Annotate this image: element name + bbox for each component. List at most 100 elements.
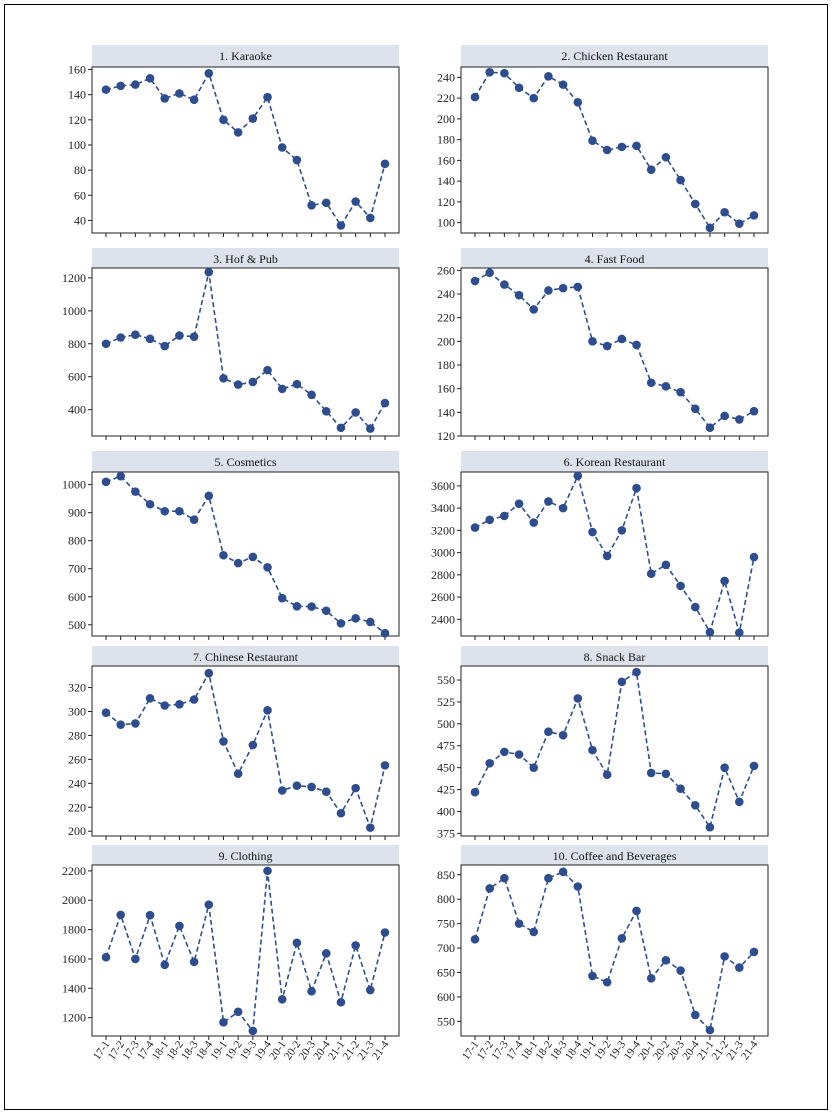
data-point xyxy=(263,365,272,375)
data-point xyxy=(646,378,656,388)
data-point xyxy=(470,523,480,532)
data-point xyxy=(101,708,111,717)
data-point xyxy=(558,283,568,293)
series-line xyxy=(105,870,386,1034)
data-point xyxy=(500,511,509,521)
data-point xyxy=(720,763,729,772)
data-point xyxy=(204,900,214,909)
data-point xyxy=(292,155,302,165)
data-point xyxy=(690,801,700,810)
data-point xyxy=(485,67,494,77)
y-tick-label: 240 xyxy=(68,776,86,790)
data-point xyxy=(351,197,360,206)
y-tick-label: 100 xyxy=(68,138,86,152)
data-point xyxy=(661,152,671,162)
data-point xyxy=(101,477,111,487)
y-tick-label: 1400 xyxy=(62,981,86,995)
data-point xyxy=(602,341,612,351)
panel-10: 10. Coffee and Beverages 550 600 650 700 750 8… xyxy=(437,845,769,1062)
panel-title: 7. Chinese Restaurant xyxy=(193,650,299,664)
y-tick-label: 140 xyxy=(437,174,455,188)
y-tick-label: 475 xyxy=(437,739,455,753)
data-point xyxy=(336,423,346,433)
data-point xyxy=(219,115,228,125)
y-tick-label: 240 xyxy=(437,70,455,84)
plot-area xyxy=(91,665,400,837)
y-tick-label: 600 xyxy=(68,370,86,384)
plot-area xyxy=(91,864,400,1037)
data-point xyxy=(189,95,199,104)
y-tick-label: 400 xyxy=(437,804,455,818)
data-point xyxy=(588,337,597,346)
series-line xyxy=(105,475,386,634)
y-tick-label: 550 xyxy=(437,673,455,687)
y-tick-label: 240 xyxy=(437,287,455,301)
panel-5: 5. Cosmetics 500 600 700 800 900 1000 xyxy=(62,451,400,640)
data-point xyxy=(277,143,287,152)
data-point xyxy=(175,331,184,340)
data-point xyxy=(558,730,568,740)
data-point xyxy=(351,614,360,623)
data-point xyxy=(735,963,744,972)
y-tick-label: 40 xyxy=(74,213,86,227)
panel-title: 10. Coffee and Beverages xyxy=(553,849,677,863)
panel-title: 8. Snack Bar xyxy=(584,650,646,664)
y-tick-label: 160 xyxy=(437,382,455,396)
data-point xyxy=(160,701,170,710)
data-point xyxy=(602,145,612,155)
y-tick-label: 750 xyxy=(437,917,455,931)
x-tick-label: 21-4 xyxy=(739,1038,761,1062)
y-tick-label: 180 xyxy=(437,358,455,372)
y-tick-label: 200 xyxy=(437,334,455,348)
y-tick-label: 400 xyxy=(68,403,86,417)
data-point xyxy=(336,619,346,628)
data-point xyxy=(588,527,597,537)
data-point xyxy=(500,873,509,883)
data-point xyxy=(189,332,199,341)
figure-frame xyxy=(4,4,828,1110)
y-tick-label: 80 xyxy=(74,163,86,177)
y-tick-label: 260 xyxy=(437,263,455,277)
data-point xyxy=(749,406,759,416)
data-point xyxy=(617,526,627,535)
data-point xyxy=(263,705,272,715)
data-point xyxy=(500,747,509,757)
data-point xyxy=(351,783,360,793)
panel-title-strip xyxy=(92,45,399,67)
data-point xyxy=(646,768,656,778)
data-point xyxy=(705,627,715,637)
data-point xyxy=(500,280,509,289)
data-point xyxy=(676,175,685,185)
data-point xyxy=(277,786,287,795)
data-point xyxy=(529,927,539,937)
data-point xyxy=(617,142,627,152)
series-line xyxy=(474,870,755,1032)
data-point xyxy=(248,114,258,123)
y-tick-label: 650 xyxy=(437,965,455,979)
data-point xyxy=(632,483,641,493)
data-point xyxy=(160,506,170,516)
series-line xyxy=(474,670,755,830)
data-point xyxy=(116,910,125,920)
data-point xyxy=(321,606,331,616)
data-point xyxy=(676,966,685,975)
panel-1: 1. Karaoke 40 60 80 100 120 140 160 xyxy=(68,45,400,237)
data-point xyxy=(485,758,494,768)
data-point xyxy=(705,822,715,832)
y-tick-label: 220 xyxy=(68,800,86,814)
data-point xyxy=(160,341,170,351)
data-point xyxy=(558,80,568,89)
data-point xyxy=(380,159,390,169)
data-point xyxy=(233,380,243,389)
data-point xyxy=(514,83,524,93)
data-point xyxy=(380,628,390,638)
y-tick-label: 1000 xyxy=(62,478,86,492)
data-point xyxy=(380,398,390,408)
y-tick-label: 1600 xyxy=(62,952,86,966)
data-point xyxy=(529,763,539,772)
y-tick-label: 3400 xyxy=(431,501,455,515)
data-point xyxy=(544,873,553,883)
data-point xyxy=(470,276,480,286)
data-point xyxy=(101,85,111,94)
data-point xyxy=(351,941,360,950)
